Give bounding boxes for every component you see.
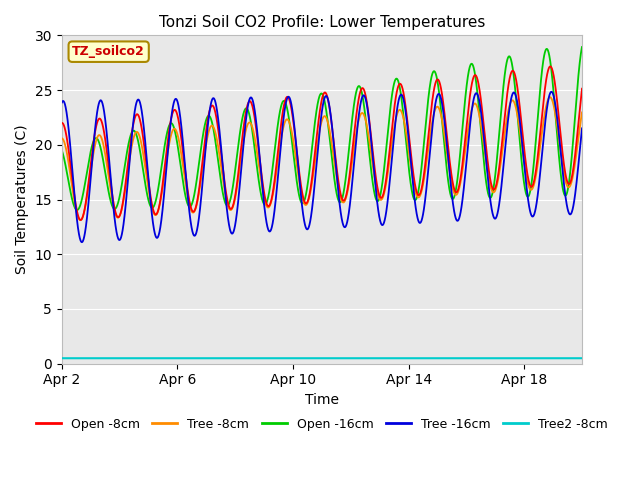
Title: Tonzi Soil CO2 Profile: Lower Temperatures: Tonzi Soil CO2 Profile: Lower Temperatur… xyxy=(159,15,485,30)
Legend: Open -8cm, Tree -8cm, Open -16cm, Tree -16cm, Tree2 -8cm: Open -8cm, Tree -8cm, Open -16cm, Tree -… xyxy=(31,413,613,436)
Text: TZ_soilco2: TZ_soilco2 xyxy=(72,45,145,58)
Y-axis label: Soil Temperatures (C): Soil Temperatures (C) xyxy=(15,125,29,275)
X-axis label: Time: Time xyxy=(305,393,339,407)
